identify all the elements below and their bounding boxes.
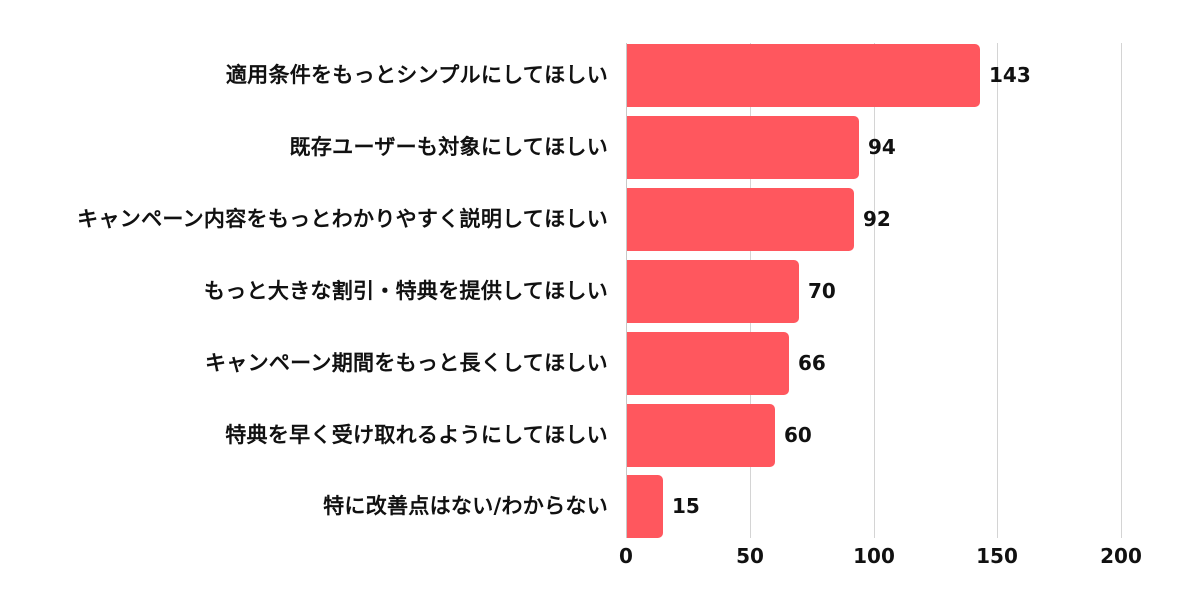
x-tick-label: 50 [736,544,764,568]
value-label: 66 [798,351,826,375]
category-label: 特典を早く受け取れるようにしてほしい [225,423,608,447]
gridline [1121,43,1122,538]
bar-row: 適用条件をもっとシンプルにしてほしい 143 [0,44,1200,107]
bar-row: もっと大きな割引・特典を提供してほしい 70 [0,260,1200,323]
x-tick-label: 200 [1100,544,1142,568]
value-label: 92 [863,207,891,231]
bar [627,404,775,467]
x-tick-label: 150 [976,544,1018,568]
value-label: 143 [989,63,1031,87]
gridline [997,43,998,538]
value-label: 70 [808,279,836,303]
gridline [874,43,875,538]
axis-baseline [626,43,627,538]
category-label: キャンペーン内容をもっとわかりやすく説明してほしい [77,207,608,231]
bar-row: 既存ユーザーも対象にしてほしい 94 [0,116,1200,179]
bar [627,332,789,395]
category-label: もっと大きな割引・特典を提供してほしい [203,279,608,303]
value-label: 15 [672,494,700,518]
bar [627,188,854,251]
category-label: 特に改善点はない/わからない [323,494,608,518]
bar [627,44,980,107]
category-label: 既存ユーザーも対象にしてほしい [289,135,608,159]
bar [627,260,799,323]
value-label: 94 [868,135,896,159]
bar-row: 特に改善点はない/わからない 15 [0,475,1200,538]
value-label: 60 [784,423,812,447]
category-label: キャンペーン期間をもっと長くしてほしい [204,351,608,375]
bar [627,475,663,538]
category-label: 適用条件をもっとシンプルにしてほしい [225,63,608,87]
bar-row: キャンペーン内容をもっとわかりやすく説明してほしい 92 [0,188,1200,251]
bar-row: キャンペーン期間をもっと長くしてほしい 66 [0,332,1200,395]
x-tick-label: 100 [853,544,895,568]
x-tick-label: 0 [619,544,633,568]
bar-row: 特典を早く受け取れるようにしてほしい 60 [0,404,1200,467]
bar [627,116,859,179]
